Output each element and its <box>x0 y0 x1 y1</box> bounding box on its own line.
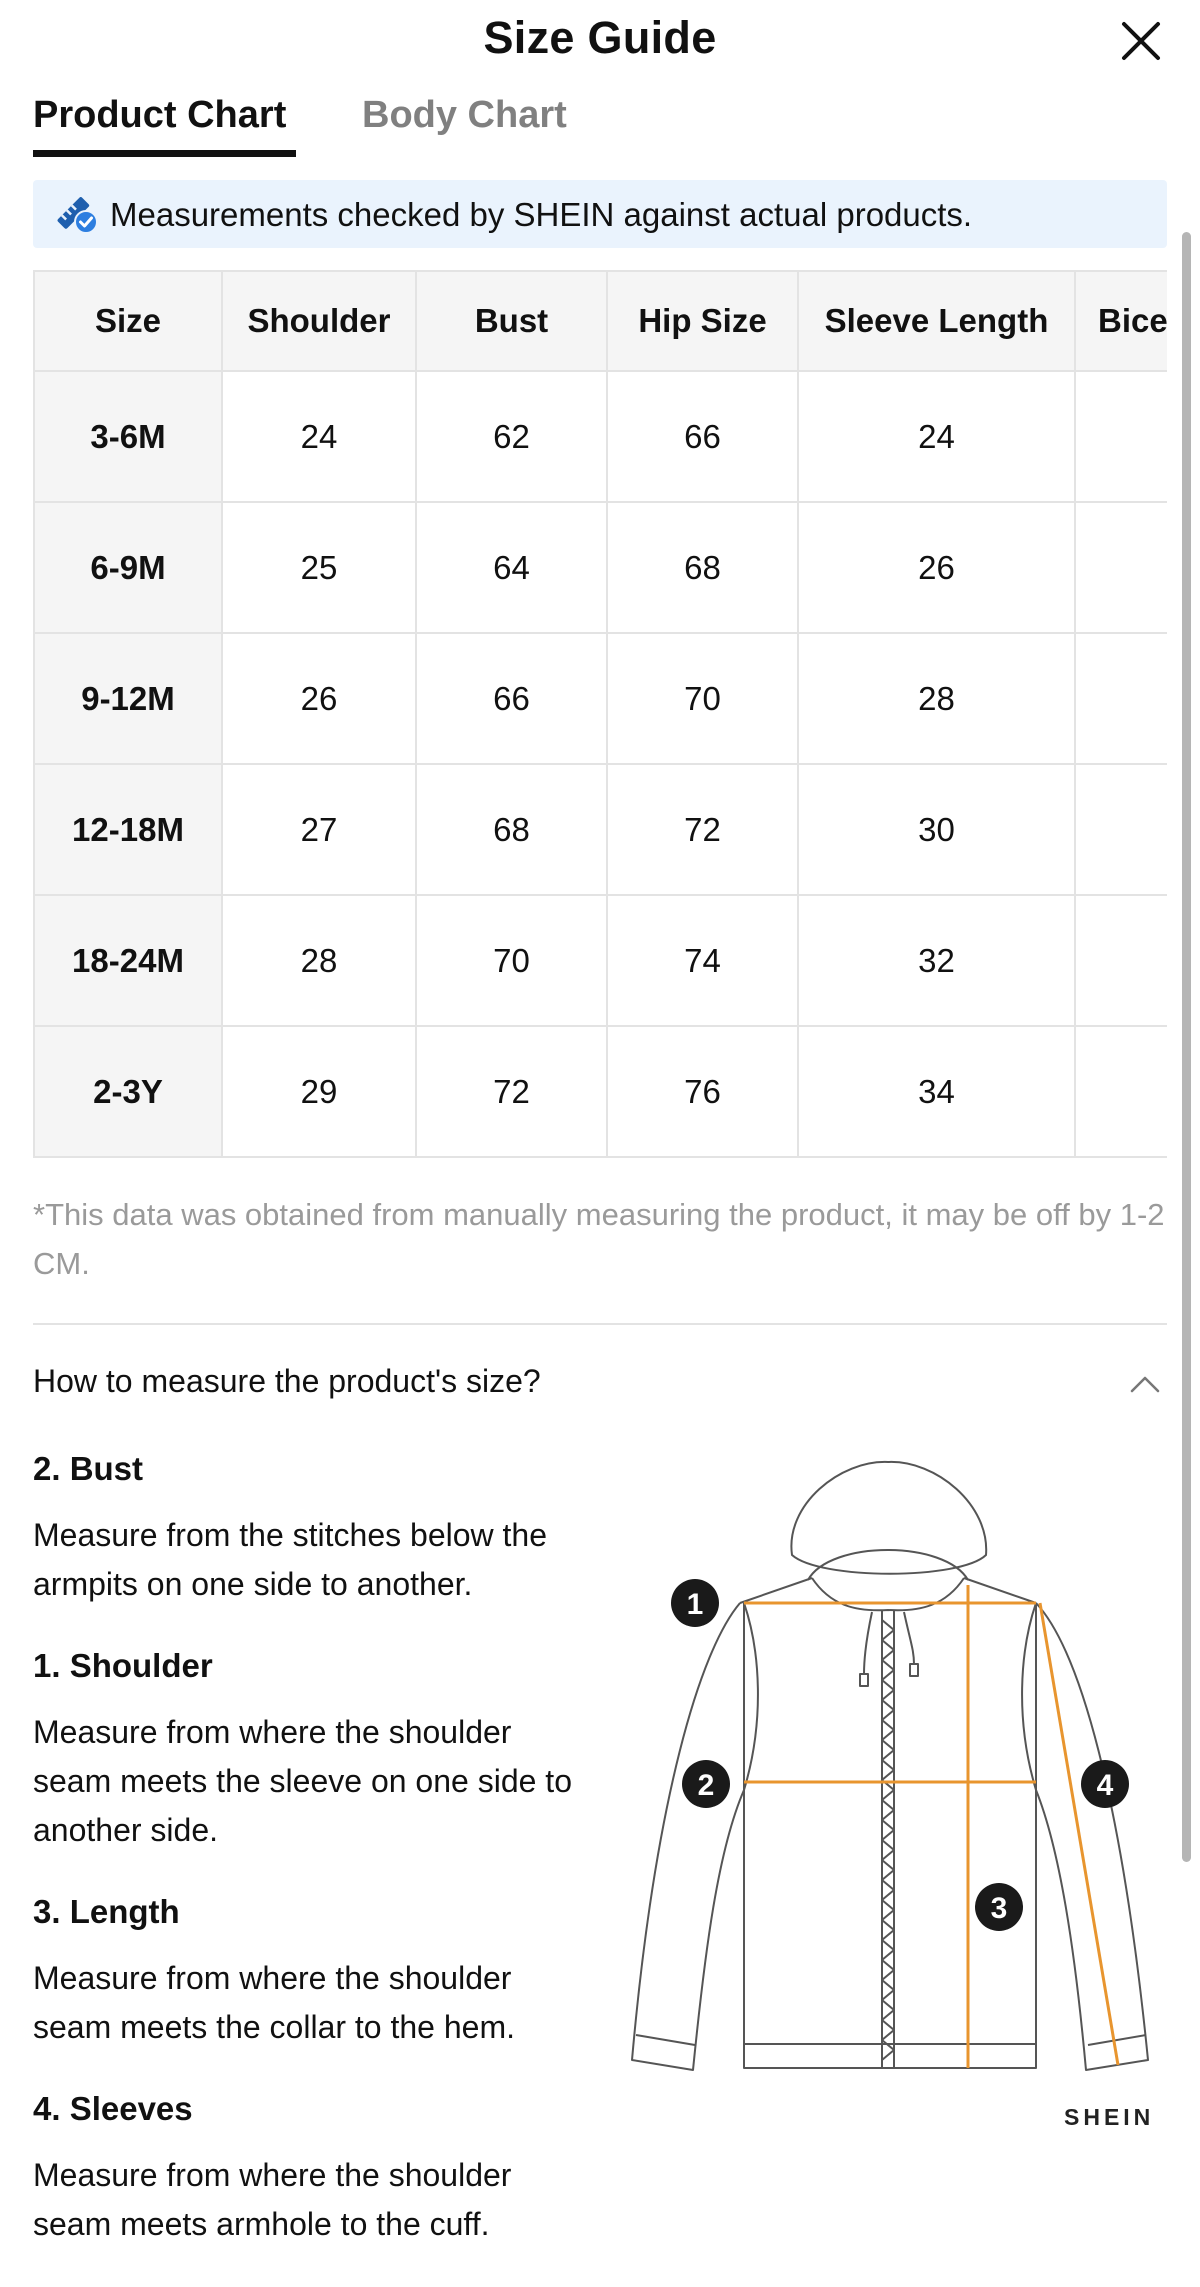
marker-4-label: 4 <box>1097 1769 1114 1802</box>
brand-logo: SHEIN <box>1064 2104 1155 2130</box>
hip-cell: 74 <box>606 894 799 1027</box>
bust-cell: 62 <box>415 370 608 503</box>
marker-3: 3 <box>975 1883 1023 1931</box>
measurement-lines <box>744 1585 1120 2068</box>
table-row: 6-9M 25 64 68 26 <box>33 501 1167 634</box>
size-cell: 2-3Y <box>33 1025 223 1158</box>
column-header-size: Size <box>33 270 223 372</box>
tab-product-chart[interactable]: Product Chart <box>33 94 287 136</box>
bice-cell <box>1074 632 1167 765</box>
size-cell: 12-18M <box>33 763 223 896</box>
marker-4: 4 <box>1081 1760 1129 1808</box>
measurement-note: *This data was obtained from manually me… <box>33 1197 1165 1281</box>
sleeve-cell: 34 <box>797 1025 1076 1158</box>
shoulder-cell: 25 <box>221 501 417 634</box>
hip-cell: 72 <box>606 763 799 896</box>
marker-3-label: 3 <box>991 1892 1008 1925</box>
table-row: 2-3Y 29 72 76 34 <box>33 1025 1167 1158</box>
marker-1: 1 <box>671 1579 719 1627</box>
step-sleeves-title: 4. Sleeves <box>33 2090 193 2127</box>
table-header-row: Size Shoulder Bust Hip Size Sleeve Lengt… <box>33 270 1167 372</box>
bust-cell: 66 <box>415 632 608 765</box>
chevron-up-icon[interactable] <box>1128 1368 1162 1402</box>
shoulder-cell: 29 <box>221 1025 417 1158</box>
column-header-sleeve-length: Sleeve Length <box>797 270 1076 372</box>
table-row: 18-24M 28 70 74 32 <box>33 894 1167 1027</box>
step-bust-desc: Measure from the stitches below the armp… <box>33 1517 548 1602</box>
hoodie-measurement-diagram: 1 2 3 4 <box>631 1460 1149 2071</box>
hip-cell: 66 <box>606 370 799 503</box>
bust-cell: 68 <box>415 763 608 896</box>
sleeve-cell: 32 <box>797 894 1076 1027</box>
bust-cell: 70 <box>415 894 608 1027</box>
sleeve-cell: 30 <box>797 763 1076 896</box>
marker-1-label: 1 <box>687 1588 704 1621</box>
shoulder-cell: 28 <box>221 894 417 1027</box>
marker-2-label: 2 <box>698 1769 715 1802</box>
sleeve-cell: 26 <box>797 501 1076 634</box>
table-row: 3-6M 24 62 66 24 <box>33 370 1167 503</box>
banner-text: Measurements checked by SHEIN against ac… <box>110 196 973 233</box>
bust-cell: 72 <box>415 1025 608 1158</box>
size-cell: 9-12M <box>33 632 223 765</box>
shoulder-cell: 26 <box>221 632 417 765</box>
hoodie-outline <box>631 1460 1149 2071</box>
info-banner <box>33 180 1167 248</box>
ruler-check-icon <box>57 197 98 234</box>
close-icon[interactable] <box>1118 18 1164 64</box>
page-title: Size Guide <box>483 12 717 63</box>
scrollbar[interactable] <box>1182 232 1191 1862</box>
step-length-title: 3. Length <box>33 1893 180 1930</box>
column-header-hip-size: Hip Size <box>606 270 799 372</box>
hip-cell: 76 <box>606 1025 799 1158</box>
size-cell: 18-24M <box>33 894 223 1027</box>
step-shoulder-desc: Measure from where the shoulder seam mee… <box>33 1714 572 1848</box>
step-bust-title: 2. Bust <box>33 1450 144 1487</box>
sleeve-cell: 24 <box>797 370 1076 503</box>
step-sleeves-desc: Measure from where the shoulder seam mee… <box>33 2157 512 2242</box>
size-cell: 3-6M <box>33 370 223 503</box>
shoulder-cell: 24 <box>221 370 417 503</box>
table-row: 9-12M 26 66 70 28 <box>33 632 1167 765</box>
bice-cell <box>1074 894 1167 1027</box>
size-cell: 6-9M <box>33 501 223 634</box>
marker-2: 2 <box>682 1760 730 1808</box>
hip-cell: 70 <box>606 632 799 765</box>
hip-cell: 68 <box>606 501 799 634</box>
shoulder-cell: 27 <box>221 763 417 896</box>
bice-cell <box>1074 1025 1167 1158</box>
active-tab-indicator <box>33 150 296 157</box>
divider <box>33 1323 1167 1325</box>
bice-cell <box>1074 763 1167 896</box>
bice-cell <box>1074 501 1167 634</box>
step-length-desc: Measure from where the shoulder seam mee… <box>33 1960 515 2045</box>
column-header-bust: Bust <box>415 270 608 372</box>
step-shoulder-title: 1. Shoulder <box>33 1647 213 1684</box>
column-header-bice: Bice <box>1074 270 1167 372</box>
sleeve-cell: 28 <box>797 632 1076 765</box>
bice-cell <box>1074 370 1167 503</box>
table-row: 12-18M 27 68 72 30 <box>33 763 1167 896</box>
bust-cell: 64 <box>415 501 608 634</box>
tab-body-chart[interactable]: Body Chart <box>362 94 567 136</box>
column-header-shoulder: Shoulder <box>221 270 417 372</box>
size-table[interactable]: Size Shoulder Bust Hip Size Sleeve Lengt… <box>33 270 1167 1158</box>
measure-guide-toggle[interactable]: How to measure the product's size? <box>33 1363 541 1399</box>
